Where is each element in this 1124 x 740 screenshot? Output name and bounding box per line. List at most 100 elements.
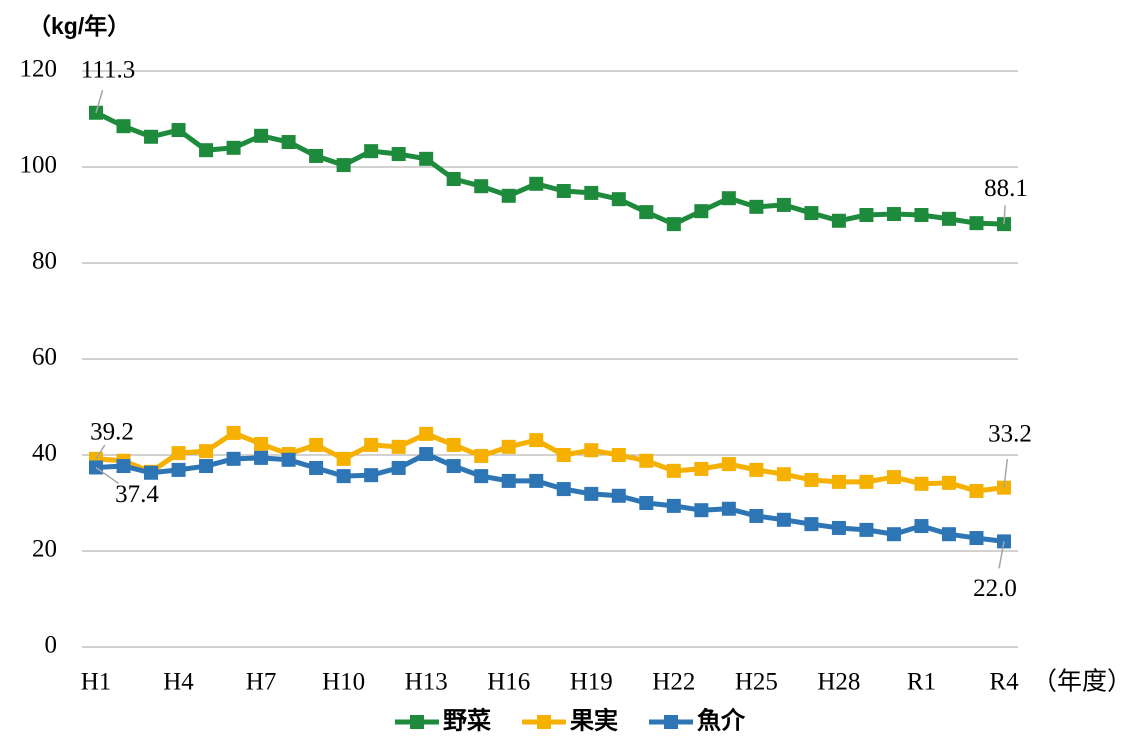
marker — [914, 519, 929, 534]
series-line — [94, 110, 1005, 227]
marker — [474, 469, 489, 484]
leader-line — [998, 541, 1005, 569]
y-tick-label: 80 — [32, 248, 57, 275]
marker — [584, 443, 599, 458]
marker — [171, 446, 186, 461]
series — [89, 105, 1011, 232]
marker — [639, 205, 654, 220]
marker — [391, 147, 406, 162]
marker — [501, 473, 516, 488]
y-tick-label: 60 — [32, 344, 57, 371]
marker — [199, 143, 214, 158]
series-line — [95, 430, 1005, 494]
x-tick-label: H10 — [322, 669, 365, 696]
x-tick-label: H25 — [735, 669, 778, 696]
data-label: 111.3 — [81, 56, 135, 83]
marker — [556, 482, 571, 497]
data-label: 37.4 — [115, 481, 159, 508]
legend-label: 果実 — [570, 706, 618, 734]
marker — [556, 184, 571, 198]
marker — [391, 460, 406, 475]
marker — [831, 474, 846, 489]
legend-marker — [664, 715, 678, 729]
marker — [474, 179, 489, 194]
marker — [309, 148, 324, 163]
series-line — [95, 451, 1005, 544]
series — [89, 425, 1011, 498]
marker — [969, 531, 984, 546]
marker — [364, 144, 379, 159]
marker — [254, 450, 269, 465]
x-axis-label: （年度） — [1032, 668, 1124, 696]
marker — [474, 448, 489, 463]
marker — [584, 486, 599, 501]
marker — [226, 451, 241, 466]
data-label: 22.0 — [973, 575, 1017, 602]
y-tick-label: 40 — [32, 440, 57, 467]
marker — [446, 437, 461, 452]
marker — [914, 208, 929, 222]
marker — [694, 503, 709, 518]
x-tick-label: H7 — [246, 669, 277, 696]
marker — [364, 437, 379, 452]
legend-label: 魚介 — [697, 706, 746, 734]
marker — [254, 436, 269, 451]
marker — [859, 474, 874, 489]
x-tick-label: H19 — [570, 669, 613, 696]
y-tick-label: 20 — [32, 536, 57, 563]
marker — [364, 468, 379, 483]
marker — [309, 460, 324, 475]
legend-label: 野菜 — [443, 707, 491, 734]
marker — [886, 207, 901, 222]
marker — [419, 447, 434, 462]
marker — [281, 452, 296, 467]
marker — [144, 465, 159, 480]
x-tick-label: H16 — [487, 669, 530, 696]
marker — [859, 208, 874, 222]
y-tick-label: 100 — [20, 152, 58, 179]
marker — [749, 199, 764, 214]
x-tick-label: H13 — [405, 669, 448, 696]
marker — [254, 128, 269, 143]
leader-line — [1003, 205, 1006, 225]
marker — [336, 469, 351, 484]
data-label: 33.2 — [988, 420, 1032, 447]
x-tick-label: H22 — [652, 669, 695, 696]
marker — [831, 213, 846, 228]
marker — [281, 135, 296, 150]
marker — [336, 158, 351, 173]
marker — [611, 192, 626, 207]
marker — [666, 498, 681, 513]
leader-line — [95, 89, 104, 113]
marker — [611, 448, 626, 462]
marker — [446, 459, 461, 474]
data-label: 88.1 — [984, 175, 1028, 202]
marker — [144, 129, 159, 144]
marker — [639, 453, 654, 468]
marker — [886, 527, 901, 542]
marker — [804, 206, 819, 221]
series — [89, 447, 1011, 549]
marker — [721, 457, 736, 472]
marker — [666, 463, 681, 478]
marker — [941, 527, 956, 542]
marker — [886, 470, 901, 485]
data-label: 39.2 — [90, 419, 134, 446]
marker — [309, 437, 324, 452]
marker — [969, 484, 984, 498]
marker — [584, 185, 599, 200]
y-axis-label: （kg/年） — [28, 13, 130, 39]
marker — [776, 197, 791, 212]
marker — [501, 439, 516, 454]
y-tick-label: 0 — [45, 632, 58, 659]
marker — [501, 188, 516, 203]
marker — [171, 462, 186, 477]
marker — [336, 451, 351, 466]
marker — [694, 461, 709, 476]
x-tick-label: R1 — [907, 669, 936, 696]
marker — [914, 476, 929, 491]
marker — [969, 216, 984, 231]
marker — [199, 444, 214, 459]
marker — [639, 496, 654, 510]
